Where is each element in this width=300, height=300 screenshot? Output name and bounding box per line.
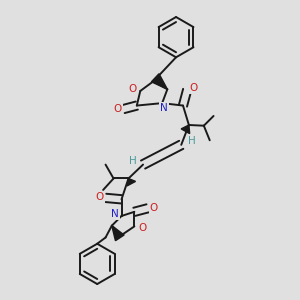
Text: O: O <box>128 84 137 94</box>
Polygon shape <box>181 125 190 134</box>
Polygon shape <box>152 74 167 89</box>
Text: O: O <box>189 83 197 93</box>
Text: O: O <box>113 104 122 114</box>
Text: H: H <box>188 136 196 146</box>
Text: O: O <box>138 223 146 233</box>
Text: O: O <box>150 202 158 213</box>
Text: N: N <box>160 103 168 113</box>
Polygon shape <box>112 226 124 241</box>
Text: N: N <box>111 209 119 219</box>
Polygon shape <box>127 178 136 186</box>
Text: O: O <box>95 192 104 202</box>
Text: H: H <box>129 156 136 166</box>
